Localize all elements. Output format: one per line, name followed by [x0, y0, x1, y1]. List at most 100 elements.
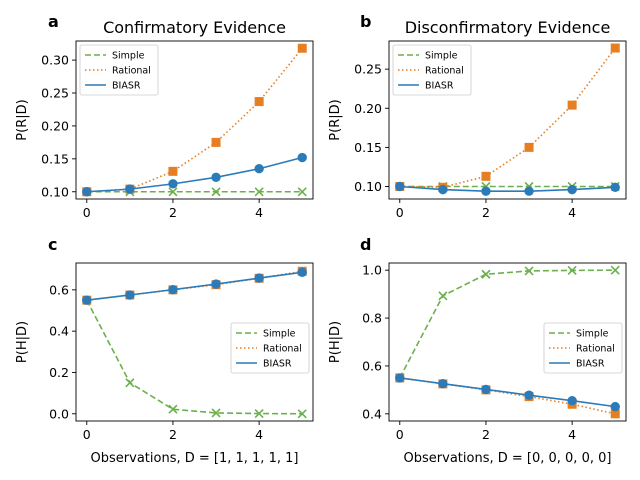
- y-tick-label: 0.8: [362, 311, 382, 326]
- legend-box: [79, 44, 159, 96]
- x-tick-label: 0: [396, 205, 404, 220]
- marker-x-stroke: [297, 187, 307, 197]
- data-point: [395, 373, 405, 383]
- x-tick-label: 2: [169, 427, 177, 442]
- x-tick-label: 4: [568, 205, 576, 220]
- y-tick-label: 0.10: [41, 184, 69, 199]
- y-tick-label: 0.2: [49, 365, 69, 380]
- marker-x-stroke: [211, 187, 221, 197]
- x-tick-label: 2: [482, 205, 490, 220]
- legend: Simple Rational BIASR: [392, 44, 472, 96]
- legend-label: BIASR: [425, 81, 454, 92]
- y-tick-label: 0.30: [41, 53, 69, 68]
- data-point: [168, 284, 178, 295]
- series-biasr: [82, 267, 307, 305]
- x-tick-label: 2: [169, 205, 177, 220]
- series-simple: [82, 295, 307, 419]
- legend: Simple Rational BIASR: [543, 322, 623, 374]
- marker-x-stroke: [567, 265, 577, 275]
- panel-a: a Confirmatory Evidence 0 2 4 0.10 0.15 0.20 0.2…: [15, 12, 314, 220]
- series-biasr: [82, 152, 307, 197]
- data-point: [254, 187, 264, 197]
- y-tick-label: 0.0: [49, 406, 69, 421]
- legend-label: Rational: [112, 66, 151, 77]
- series-line: [399, 377, 616, 415]
- marker-x-stroke: [438, 291, 448, 301]
- panel-letter: b: [360, 12, 371, 31]
- x-tick-label: 2: [482, 427, 490, 442]
- data-point: [610, 43, 620, 53]
- data-point: [567, 184, 577, 195]
- data-point: [254, 97, 264, 107]
- series-line: [399, 185, 616, 192]
- data-point: [524, 266, 534, 276]
- marker-x-stroke: [168, 187, 178, 197]
- marker-x-stroke: [168, 404, 178, 414]
- series-line: [86, 47, 303, 193]
- panel-letter: d: [360, 235, 371, 254]
- data-point: [168, 187, 178, 197]
- data-point: [567, 100, 577, 110]
- panel-c: c 0 2 4 0.0 0.2 0.4 0.6 P(H|D) Observations, D = …: [15, 235, 314, 466]
- data-point: [297, 409, 307, 419]
- data-point: [481, 384, 491, 395]
- panel-letter: c: [48, 235, 57, 254]
- data-point: [524, 390, 534, 400]
- y-tick-label: 0.25: [354, 62, 382, 77]
- chart-title: Disconfirmatory Evidence: [405, 18, 611, 37]
- series-line: [399, 377, 616, 408]
- x-tick-label: 4: [568, 427, 576, 442]
- data-point: [567, 265, 577, 275]
- legend-label: Simple: [112, 51, 145, 62]
- data-point: [211, 187, 221, 197]
- data-point: [610, 409, 620, 419]
- legend-label: Simple: [425, 51, 458, 62]
- axes-frame: [388, 262, 627, 422]
- data-point: [211, 137, 221, 147]
- marker-x-stroke: [524, 266, 534, 276]
- data-point: [481, 269, 491, 279]
- series-biasr: [395, 181, 620, 196]
- legend-label: Rational: [263, 344, 302, 355]
- data-point: [297, 267, 307, 277]
- y-tick-label: 1.0: [362, 263, 382, 278]
- data-point: [610, 182, 620, 192]
- data-point: [168, 166, 178, 176]
- data-point: [438, 184, 448, 195]
- y-tick-label: 0.20: [41, 118, 69, 133]
- data-point: [254, 273, 264, 283]
- marker-x-stroke: [211, 408, 221, 418]
- series-line: [86, 299, 303, 415]
- x-tick-label: 4: [255, 427, 263, 442]
- data-point: [125, 184, 135, 194]
- y-tick-label: 0.15: [354, 140, 382, 155]
- y-tick-label: 0.6: [362, 358, 382, 373]
- y-axis-label: P(R|D): [328, 99, 343, 140]
- data-point: [254, 164, 264, 174]
- data-point: [481, 171, 491, 181]
- y-tick-label: 0.6: [49, 282, 69, 297]
- legend-label: BIASR: [576, 359, 605, 370]
- marker-x-stroke: [254, 408, 264, 419]
- data-point: [82, 187, 92, 197]
- axes-frame: [388, 40, 627, 200]
- data-point: [438, 378, 448, 389]
- panel-d: d 0 2 4 0.4 0.6 0.8 1.0 P(H|D) Observations, D = …: [328, 235, 627, 466]
- data-point: [211, 279, 221, 289]
- y-axis-label: P(H|D): [15, 321, 30, 363]
- marker-x-stroke: [297, 409, 307, 419]
- x-axis-label: Observations, D = [1, 1, 1, 1, 1]: [91, 451, 299, 466]
- data-point: [395, 181, 405, 192]
- data-point: [524, 186, 534, 196]
- x-tick-label: 0: [396, 427, 404, 442]
- series-line: [399, 269, 616, 379]
- legend-label: Rational: [425, 66, 464, 77]
- data-point: [567, 395, 577, 406]
- data-point: [125, 378, 135, 388]
- y-axis-label: P(R|D): [15, 99, 30, 140]
- data-point: [481, 186, 491, 196]
- y-tick-label: 0.20: [354, 101, 382, 116]
- x-axis-label: Observations, D = [0, 0, 0, 0, 0]: [404, 451, 612, 466]
- data-point: [297, 152, 307, 163]
